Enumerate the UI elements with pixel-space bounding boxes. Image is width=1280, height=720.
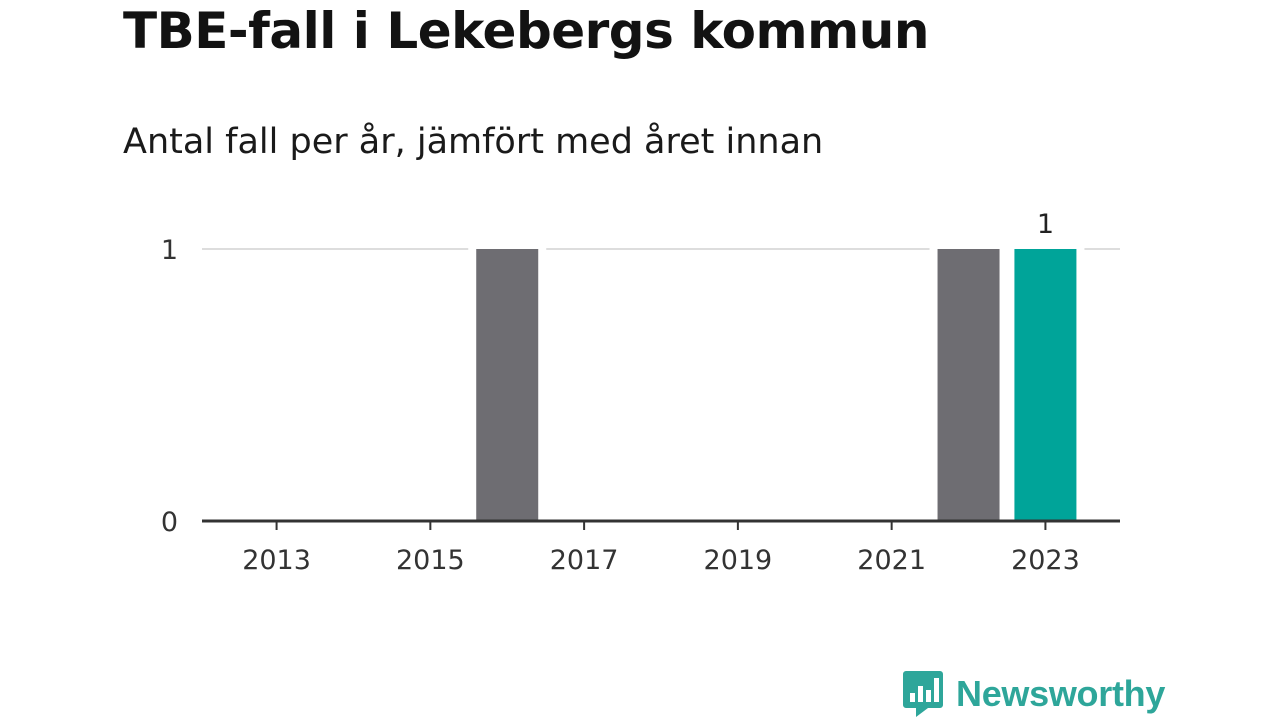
bar-2016 bbox=[476, 249, 539, 521]
bars bbox=[468, 247, 1085, 521]
bar-2023 bbox=[1014, 249, 1077, 521]
newsworthy-icon bbox=[903, 671, 943, 717]
axes bbox=[202, 519, 1120, 530]
labels: 2013 2015 2017 2019 2021 2023 0 1 1 bbox=[161, 209, 1080, 576]
y-tick-label-0: 0 bbox=[161, 507, 178, 538]
brand-logo: Newsworthy bbox=[902, 668, 1165, 720]
brand-name: Newsworthy bbox=[956, 673, 1166, 714]
bar-chart: 2013 2015 2017 2019 2021 2023 0 1 1 bbox=[161, 209, 1120, 576]
x-tick-label-2023: 2023 bbox=[1011, 545, 1080, 576]
chart-subtitle: Antal fall per år, jämfört med året inna… bbox=[123, 122, 824, 162]
x-tick-label-2013: 2013 bbox=[242, 545, 311, 576]
x-tick-label-2017: 2017 bbox=[550, 545, 619, 576]
value-label-2023: 1 bbox=[1037, 209, 1054, 240]
y-tick-label-1: 1 bbox=[161, 235, 178, 266]
x-tick-label-2021: 2021 bbox=[857, 545, 926, 576]
bar-2022 bbox=[937, 249, 1000, 521]
x-tick-label-2015: 2015 bbox=[396, 545, 465, 576]
x-tick-label-2019: 2019 bbox=[704, 545, 773, 576]
chart-title: TBE-fall i Lekebergs kommun bbox=[123, 2, 929, 60]
